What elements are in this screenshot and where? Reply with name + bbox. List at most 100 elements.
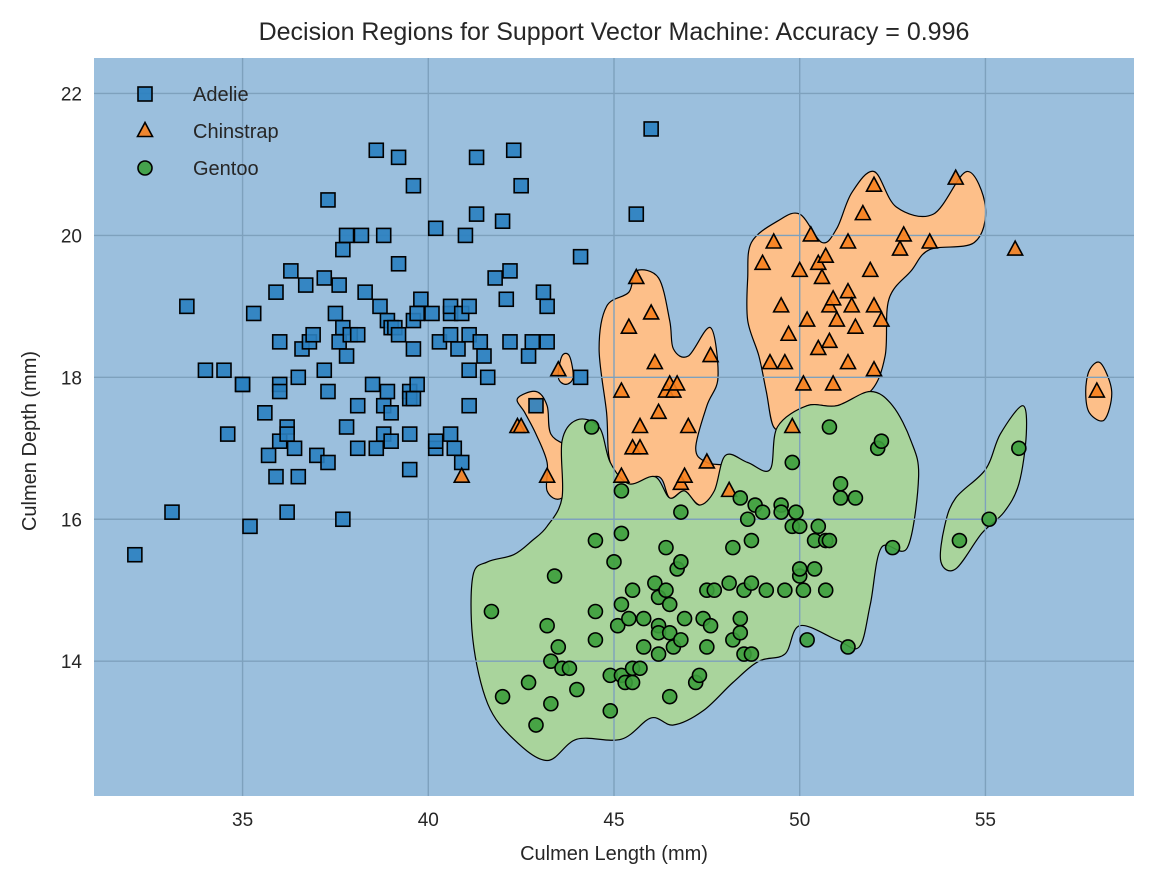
gentoo-point xyxy=(1011,440,1027,457)
gentoo-point xyxy=(624,582,641,599)
chinstrap-point xyxy=(794,374,813,391)
adelie-point xyxy=(476,348,492,364)
gentoo-point xyxy=(661,624,678,641)
adelie-point xyxy=(320,383,336,400)
gentoo-point xyxy=(632,660,648,677)
chinstrap-point xyxy=(865,360,883,377)
gentoo-points xyxy=(483,419,1027,733)
gentoo-point xyxy=(546,568,563,584)
chinstrap-point xyxy=(894,225,913,242)
adelie-point xyxy=(316,270,333,286)
chinstrap-point xyxy=(920,232,939,249)
gentoo-point xyxy=(791,561,808,577)
gentoo-decision-region-1 xyxy=(939,405,1028,572)
gentoo-point xyxy=(754,504,771,520)
gentoo-point xyxy=(494,688,511,705)
adelie-point xyxy=(390,326,407,343)
chinstrap-point xyxy=(668,374,686,391)
adelie-point xyxy=(257,405,273,421)
gentoo-point xyxy=(791,518,808,535)
gentoo-point xyxy=(739,511,756,528)
gentoo-point xyxy=(840,639,856,655)
gentoo-point xyxy=(673,554,689,570)
gentoo-point xyxy=(661,688,678,705)
gentoo-legend-label: Gentoo xyxy=(193,158,259,180)
adelie-point xyxy=(331,277,347,293)
chinstrap-point xyxy=(761,352,779,370)
adelie-point xyxy=(505,142,522,159)
chinstrap-point xyxy=(820,331,839,349)
chinstrap-point xyxy=(620,317,638,334)
gentoo-point xyxy=(621,610,637,627)
adelie-point xyxy=(498,291,515,308)
adelie-point xyxy=(283,263,299,279)
chinstrap-point xyxy=(861,260,880,278)
adelie-point xyxy=(524,334,541,350)
adelie-point xyxy=(338,227,355,244)
y-tick-label: 14 xyxy=(61,652,83,673)
adelie-point xyxy=(127,546,143,563)
adelie-point xyxy=(572,369,589,386)
gentoo-point xyxy=(773,504,789,520)
adelie-legend-label: Adelie xyxy=(193,84,249,106)
chinstrap-point xyxy=(512,416,530,434)
gentoo-point xyxy=(806,561,823,577)
chinstrap-point xyxy=(776,352,794,370)
adelie-points xyxy=(127,121,659,563)
gentoo-point xyxy=(821,419,838,435)
chinstrap-point xyxy=(642,303,660,320)
adelie-point xyxy=(316,362,333,379)
chinstrap-legend-label: Chinstrap xyxy=(193,121,279,143)
chinstrap-point xyxy=(549,360,568,377)
gentoo-point xyxy=(550,639,567,655)
chinstrap-point xyxy=(828,310,846,327)
adelie-point xyxy=(535,284,552,300)
adelie-point xyxy=(305,326,321,343)
adelie-point xyxy=(271,383,288,400)
chinstrap-point xyxy=(627,267,646,285)
plot-area xyxy=(94,58,1134,796)
x-axis-label: Culmen Length (mm) xyxy=(520,843,708,865)
gentoo-point xyxy=(483,603,500,620)
gentoo-point xyxy=(799,632,815,648)
adelie-point xyxy=(164,504,180,520)
gentoo-point xyxy=(743,532,760,549)
adelie-point xyxy=(487,270,503,286)
chinstrap-point xyxy=(798,310,816,327)
gentoo-point xyxy=(832,475,849,492)
adelie-point xyxy=(335,241,351,258)
chinstrap-point xyxy=(891,239,909,256)
adelie-point xyxy=(320,454,336,471)
adelie-point xyxy=(427,220,444,237)
chinstrap-point xyxy=(679,416,698,434)
x-tick-label: 50 xyxy=(789,810,810,831)
chinstrap-point xyxy=(946,168,965,185)
gentoo-point xyxy=(587,532,604,549)
adelie-point xyxy=(260,447,277,464)
gentoo-point xyxy=(784,454,801,471)
chinstrap-point xyxy=(872,310,891,327)
gentoo-point xyxy=(647,575,663,591)
gentoo-point xyxy=(706,582,723,599)
adelie-point xyxy=(368,142,385,159)
adelie-point xyxy=(320,192,336,208)
adelie-point xyxy=(502,334,518,350)
adelie-point xyxy=(427,433,444,449)
gentoo-point xyxy=(795,582,812,599)
adelie-point xyxy=(442,426,459,442)
gentoo-point xyxy=(613,483,630,499)
adelie-point xyxy=(413,291,429,308)
chinstrap-point xyxy=(802,225,820,242)
chinstrap-point xyxy=(865,175,883,193)
chinstrap-point xyxy=(854,203,872,221)
y-tick-label: 22 xyxy=(61,84,82,105)
gentoo-point xyxy=(543,653,559,669)
chinstrap-point xyxy=(865,296,883,313)
gentoo-point xyxy=(609,617,626,634)
chinstrap-point xyxy=(846,317,865,334)
x-tick-label: 55 xyxy=(975,810,996,831)
chinstrap-point xyxy=(824,289,842,306)
gentoo-point xyxy=(788,504,804,520)
adelie-point xyxy=(290,369,307,386)
gentoo-point xyxy=(691,667,708,684)
